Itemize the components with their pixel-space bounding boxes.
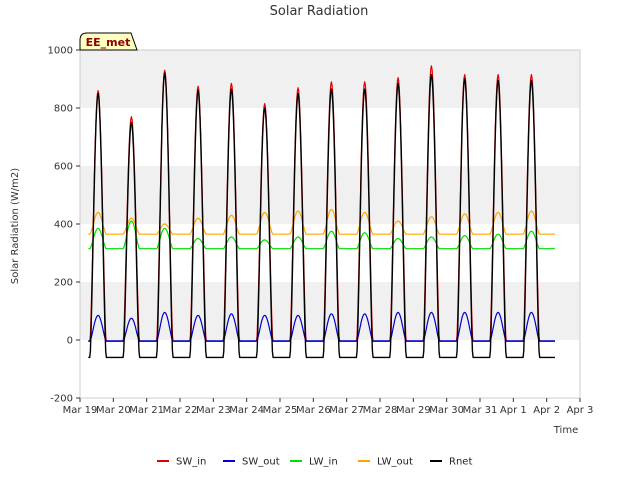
x-tick-label: Mar 31 (463, 405, 498, 416)
y-axis-ticks: -200 0 200 400 600 800 1000 (48, 46, 80, 405)
y-tick-label: 200 (54, 278, 73, 289)
chart-title: Solar Radiation (270, 4, 369, 19)
y-tick-label: 1000 (48, 46, 73, 57)
y-tick-label: 400 (54, 220, 73, 231)
grid-band (80, 282, 580, 340)
x-tick-label: Mar 20 (96, 405, 131, 416)
legend: SW_in SW_out LW_in LW_out Rnet (157, 457, 472, 468)
legend-label-lw-in: LW_in (309, 457, 338, 468)
x-tick-label: Mar 22 (163, 405, 198, 416)
x-tick-label: Apr 3 (567, 405, 594, 416)
legend-label-rnet: Rnet (449, 457, 472, 468)
x-tick-label: Mar 26 (296, 405, 331, 416)
site-badge-shape (79, 32, 138, 51)
x-tick-label: Apr 1 (500, 405, 527, 416)
y-tick-label: -200 (50, 394, 73, 405)
y-tick-label: 0 (67, 336, 73, 347)
series-line-sw-out (88, 311, 555, 342)
x-tick-label: Mar 28 (363, 405, 398, 416)
site-badge-label: EE_met (86, 36, 131, 49)
series-line-lw-out (88, 208, 555, 235)
x-tick-label: Mar 24 (229, 405, 264, 416)
series-line-lw-in (88, 220, 555, 250)
legend-label-lw-out: LW_out (377, 457, 413, 468)
series-line-rnet (88, 72, 555, 359)
legend-label-sw-out: SW_out (242, 457, 280, 468)
x-tick-label: Apr 2 (533, 405, 560, 416)
y-tick-label: 600 (54, 162, 73, 173)
legend-label-sw-in: SW_in (176, 457, 206, 468)
x-axis-label: Time (553, 425, 578, 436)
x-tick-label: Mar 27 (329, 405, 364, 416)
x-tick-label: Mar 21 (129, 405, 164, 416)
y-axis-label: Solar Radiation (W/m2) (10, 168, 21, 284)
site-badge: EE_met (79, 32, 138, 51)
plot-area (79, 49, 581, 399)
x-tick-label: Mar 19 (63, 405, 98, 416)
x-tick-label: Mar 29 (396, 405, 431, 416)
y-tick-label: 800 (54, 104, 73, 115)
x-tick-label: Mar 23 (196, 405, 231, 416)
x-tick-label: Mar 30 (429, 405, 464, 416)
grid-band (80, 166, 580, 224)
x-tick-label: Mar 25 (263, 405, 298, 416)
